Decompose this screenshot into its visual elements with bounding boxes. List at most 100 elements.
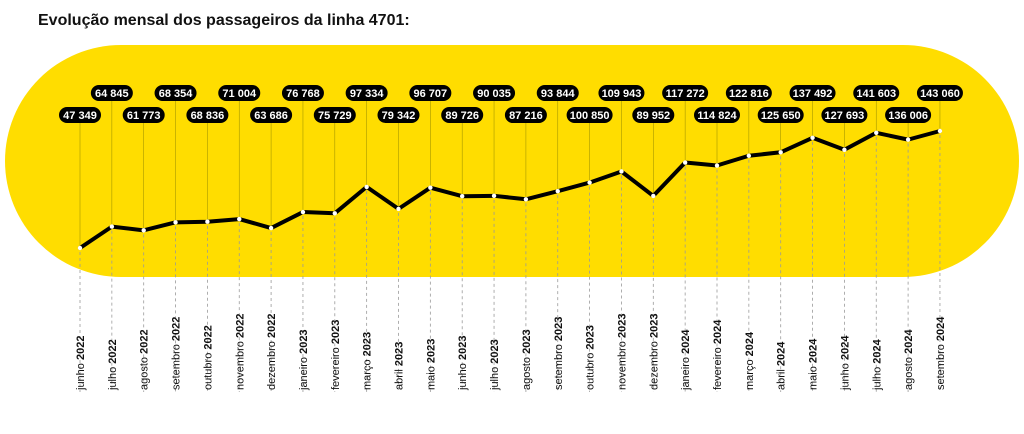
data-point-20 — [714, 163, 720, 168]
x-tick-month: novembro — [616, 338, 628, 390]
data-point-2 — [141, 228, 146, 233]
x-tick-label-14: agosto 2023 — [521, 329, 533, 390]
data-label-bg-25 — [853, 85, 900, 101]
data-label-21: 122 816 — [729, 88, 769, 100]
x-tick-month: julho — [871, 364, 883, 391]
x-tick-year: 2022 — [139, 329, 151, 353]
x-tick-label-18: dezembro 2023 — [648, 314, 660, 390]
data-point-19 — [682, 160, 688, 165]
data-label-5: 71 004 — [222, 88, 257, 100]
x-tick-month: maio — [425, 363, 437, 390]
x-tick-year: 2023 — [489, 339, 501, 363]
data-label-bg-1 — [90, 85, 133, 101]
data-label-bg-15 — [536, 85, 579, 101]
x-tick-label-22: abril 2024 — [776, 341, 788, 390]
data-label-bg-16 — [566, 107, 613, 123]
x-tick-label-16: outubro 2023 — [585, 325, 597, 390]
data-label-bg-12 — [441, 107, 484, 123]
x-tick-month: agosto — [521, 354, 533, 390]
data-label-0: 47 349 — [63, 110, 97, 122]
data-label-bg-20 — [694, 107, 740, 123]
data-label-7: 76 768 — [286, 88, 320, 100]
x-tick-year: 2023 — [457, 336, 469, 360]
data-label-9: 97 334 — [350, 88, 385, 100]
x-tick-label-21: março 2024 — [744, 331, 756, 390]
data-label-bg-10 — [377, 107, 420, 123]
x-tick-year: 2023 — [330, 320, 342, 344]
data-point-3 — [173, 220, 178, 225]
data-label-15: 93 844 — [541, 88, 576, 100]
x-tick-label-1: julho 2022 — [107, 339, 119, 391]
data-point-11 — [428, 185, 433, 190]
x-tick-label-3: setembro 2022 — [171, 317, 183, 390]
data-label-bg-6 — [250, 107, 293, 123]
data-label-bg-21 — [725, 85, 772, 101]
x-tick-month: setembro — [553, 341, 565, 390]
data-label-14: 87 216 — [509, 110, 543, 122]
data-label-10: 79 342 — [382, 110, 416, 122]
x-tick-year: 2022 — [107, 339, 119, 363]
x-tick-year: 2022 — [234, 314, 246, 338]
x-tick-year: 2023 — [394, 342, 406, 366]
data-point-18 — [651, 193, 656, 199]
x-tick-month: julho — [107, 364, 119, 391]
data-point-25 — [874, 130, 879, 135]
data-label-6: 63 686 — [254, 110, 288, 122]
data-point-23 — [810, 135, 815, 141]
x-tick-year: 2023 — [425, 339, 437, 363]
x-tick-year: 2024 — [903, 329, 915, 354]
data-label-bg-7 — [281, 85, 324, 101]
x-tick-month: fevereiro — [330, 344, 342, 390]
x-tick-month: setembro — [171, 341, 183, 390]
data-point-22 — [778, 150, 783, 155]
x-tick-month: fevereiro — [712, 344, 724, 390]
data-label-bg-23 — [789, 85, 836, 101]
x-tick-label-7: janeiro 2023 — [298, 329, 310, 391]
x-tick-label-9: março 2023 — [362, 332, 374, 390]
data-label-26: 136 006 — [888, 110, 928, 122]
data-label-bg-8 — [313, 107, 356, 123]
x-tick-label-17: novembro 2023 — [616, 314, 628, 390]
x-tick-label-6: dezembro 2022 — [266, 314, 278, 390]
data-label-25: 141 603 — [856, 88, 896, 100]
x-tick-label-19: janeiro 2024 — [680, 329, 692, 391]
x-tick-label-15: setembro 2023 — [553, 317, 565, 390]
data-label-bg-11 — [409, 85, 452, 101]
data-label-4: 68 836 — [191, 110, 225, 122]
background-band — [5, 45, 1019, 277]
data-label-23: 137 492 — [793, 88, 833, 100]
data-label-bg-27 — [916, 85, 963, 101]
x-tick-month: dezembro — [648, 338, 660, 390]
data-point-16 — [587, 180, 592, 185]
x-tick-year: 2023 — [585, 325, 597, 349]
data-label-bg-3 — [154, 85, 197, 101]
x-tick-month: junho — [75, 360, 87, 391]
data-label-bg-9 — [345, 85, 388, 101]
data-point-15 — [555, 188, 560, 194]
x-tick-month: julho — [489, 364, 501, 391]
data-label-27: 143 060 — [920, 88, 960, 100]
x-tick-label-8: fevereiro 2023 — [330, 320, 342, 390]
data-point-9 — [364, 184, 369, 190]
x-tick-month: agosto — [903, 354, 915, 390]
data-label-bg-18 — [632, 107, 675, 123]
data-label-bg-14 — [504, 107, 547, 123]
data-label-bg-22 — [757, 107, 804, 123]
x-tick-month: junho — [839, 360, 851, 391]
x-tick-month: outubro — [202, 350, 214, 390]
x-tick-label-5: novembro 2022 — [234, 314, 246, 390]
x-tick-year: 2023 — [616, 314, 628, 338]
x-tick-month: outubro — [585, 350, 597, 390]
x-tick-year: 2023 — [648, 314, 660, 338]
data-label-2: 61 773 — [127, 110, 161, 122]
data-point-8 — [332, 211, 337, 216]
data-label-bg-13 — [473, 85, 516, 101]
data-label-19: 117 272 — [666, 88, 705, 100]
x-tick-year: 2024 — [712, 319, 724, 344]
x-tick-year: 2024 — [808, 338, 820, 363]
data-point-7 — [300, 209, 306, 215]
x-tick-month: maio — [808, 363, 820, 390]
data-label-22: 125 650 — [761, 110, 801, 122]
x-tick-label-24: junho 2024 — [839, 335, 851, 391]
data-point-12 — [460, 193, 465, 199]
